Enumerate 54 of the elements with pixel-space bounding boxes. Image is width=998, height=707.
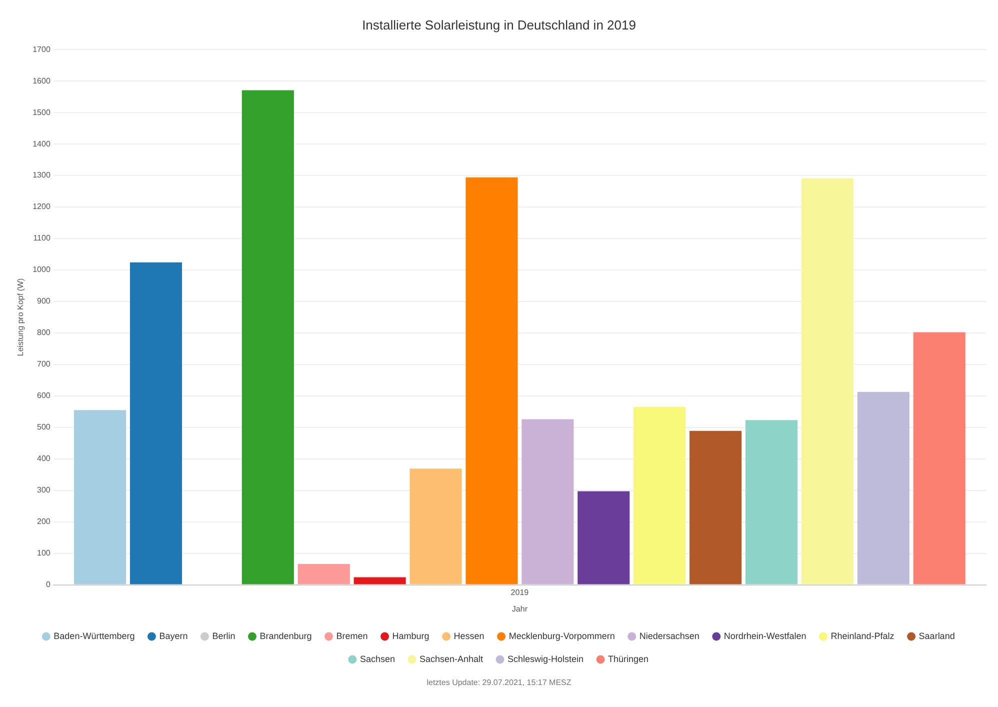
y-tick-label: 1300 (32, 170, 51, 180)
y-tick-label: 800 (37, 328, 51, 338)
bar (130, 262, 182, 584)
y-tick-label: 500 (37, 422, 51, 432)
y-tick-label: 900 (37, 296, 51, 306)
legend-label: Schleswig-Holstein (508, 654, 584, 664)
legend-label: Berlin (212, 630, 236, 641)
legend-label: Rheinland-Pfalz (830, 630, 895, 641)
legend-label: Mecklenburg-Vorpommern (508, 630, 615, 641)
bar (522, 419, 574, 584)
y-tick-label: 600 (37, 391, 51, 400)
legend-label: Saarland (918, 630, 955, 641)
chart-title: Installierte Solarleistung in Deutschland in 2019 (362, 17, 636, 32)
y-tick-label: 1000 (32, 265, 51, 274)
bar (242, 90, 294, 584)
bar (298, 564, 350, 584)
legend-label: Sachsen-Anhalt (419, 654, 484, 664)
bar (578, 491, 630, 584)
legend-label: Brandenburg (260, 630, 312, 641)
y-tick-label: 1100 (33, 234, 51, 243)
y-tick-label: 100 (37, 548, 51, 558)
legend-label: Sachsen (360, 654, 395, 664)
bar (466, 177, 518, 584)
legend-label: Baden-Württemberg (54, 630, 135, 641)
y-tick-label: 200 (37, 517, 51, 526)
x-tick-label: 2019 (510, 588, 530, 597)
y-tick-label: 1700 (32, 44, 51, 54)
y-tick-label: 1400 (32, 139, 51, 148)
x-axis-title: Jahr (512, 604, 528, 614)
y-tick-label: 1600 (32, 76, 51, 86)
legend-label: Niedersachsen (639, 630, 700, 641)
legend-label: Bayern (159, 630, 188, 641)
bar (857, 392, 910, 584)
bar (913, 332, 966, 584)
legend-label: Thüringen (608, 654, 649, 664)
legend-label: Hamburg (392, 630, 430, 641)
bar (690, 430, 742, 584)
y-tick-label: 300 (37, 486, 51, 495)
bar (354, 577, 406, 584)
y-tick-label: 400 (37, 454, 51, 464)
bar (410, 468, 462, 584)
legend-label: Hessen (454, 630, 484, 641)
y-tick-label: 1500 (32, 108, 51, 117)
text: letztes Update: 29.07.2021, 15:17 MESZ (426, 678, 572, 687)
bar (74, 410, 126, 584)
bar (801, 178, 854, 584)
bar (745, 420, 798, 584)
y-tick-label: 0 (46, 580, 51, 590)
y-tick-label: 1200 (32, 202, 51, 212)
y-tick-label: 700 (37, 360, 51, 369)
legend-label: Nordrhein-Westfalen (724, 630, 806, 641)
legend-label: Bremen (336, 630, 368, 641)
bar (634, 406, 686, 584)
y-axis-title: Leistung pro Kopf (W) (16, 278, 26, 356)
